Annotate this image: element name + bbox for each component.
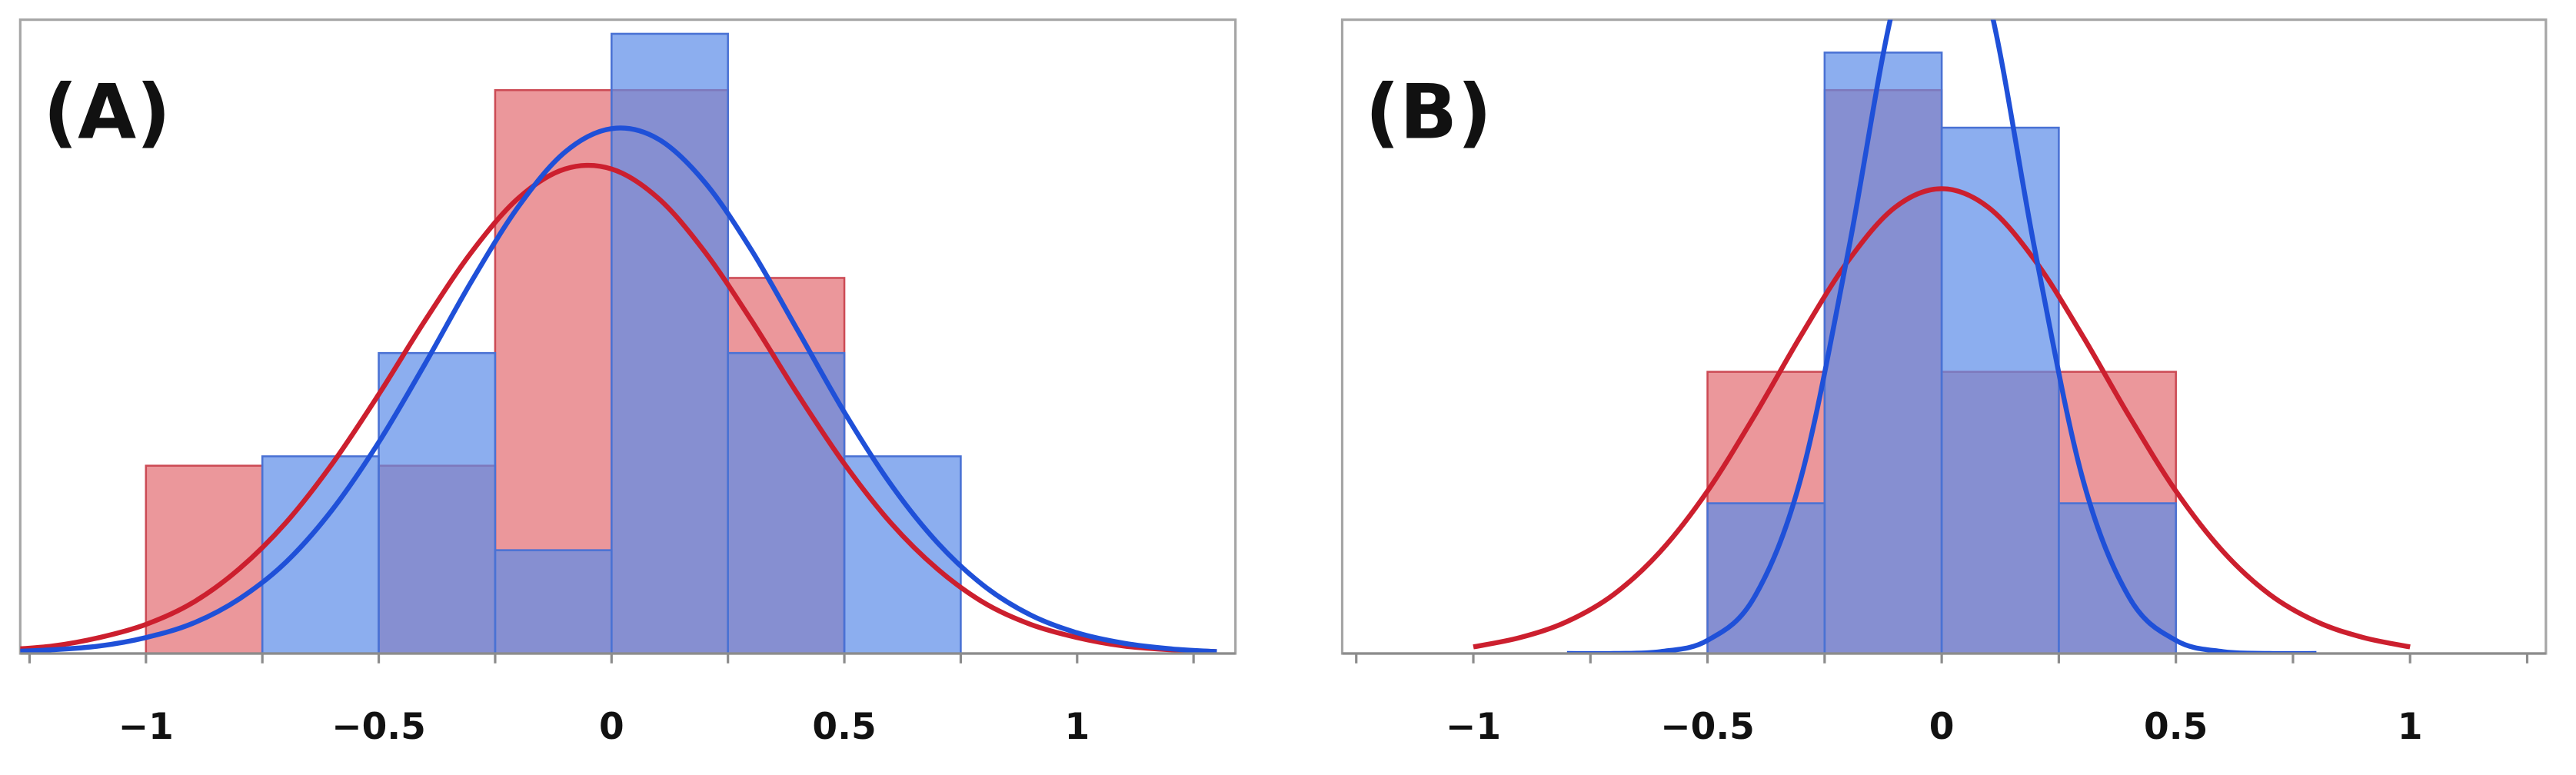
- density-curve: [1473, 186, 2411, 650]
- panel: −1 −0.5 0 0.5 1 (A): [18, 18, 1237, 748]
- histogram-bar: [1823, 52, 1943, 654]
- histogram-bar: [261, 455, 380, 654]
- x-tick-label: 0: [1929, 706, 1955, 748]
- panel: −1 −0.5 0 0.5 1 (B): [1340, 18, 2548, 748]
- panel-label: (A): [43, 68, 171, 156]
- histogram-bar: [145, 464, 264, 654]
- x-tick-label: −1: [118, 706, 174, 748]
- x-tick-label: 0.5: [812, 706, 876, 748]
- x-tick-label: 1: [1064, 706, 1090, 748]
- x-tick-label: −0.5: [1660, 706, 1755, 748]
- density-curve: [1566, 19, 2317, 654]
- x-tick-label: 0.5: [2144, 706, 2208, 748]
- density-curve: [20, 125, 1217, 654]
- panel-label: (B): [1365, 68, 1492, 156]
- histogram-bar: [1940, 126, 2060, 654]
- x-tick-label: −1: [1446, 706, 1501, 748]
- x-tick-label: −0.5: [331, 706, 426, 748]
- x-tick-label: 0: [599, 706, 624, 748]
- density-curve: [20, 162, 1217, 654]
- histogram-bar: [727, 351, 846, 654]
- histogram-bar: [378, 351, 497, 654]
- x-tick-label: 1: [2398, 706, 2423, 748]
- histogram-bar: [494, 549, 613, 654]
